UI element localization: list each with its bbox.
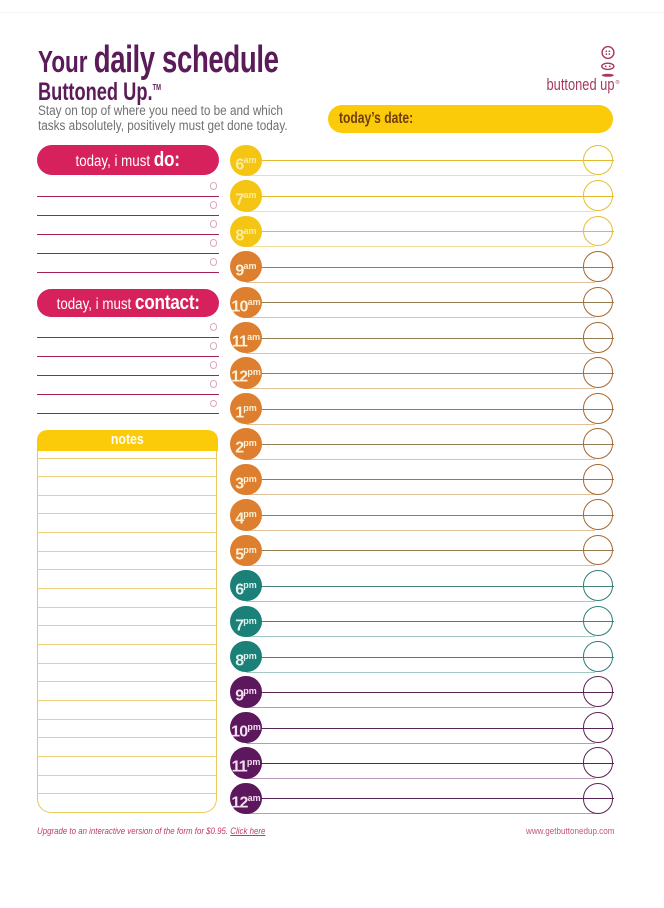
svg-text:buttoned up: buttoned up xyxy=(547,75,615,94)
svg-text:®: ® xyxy=(616,79,620,86)
